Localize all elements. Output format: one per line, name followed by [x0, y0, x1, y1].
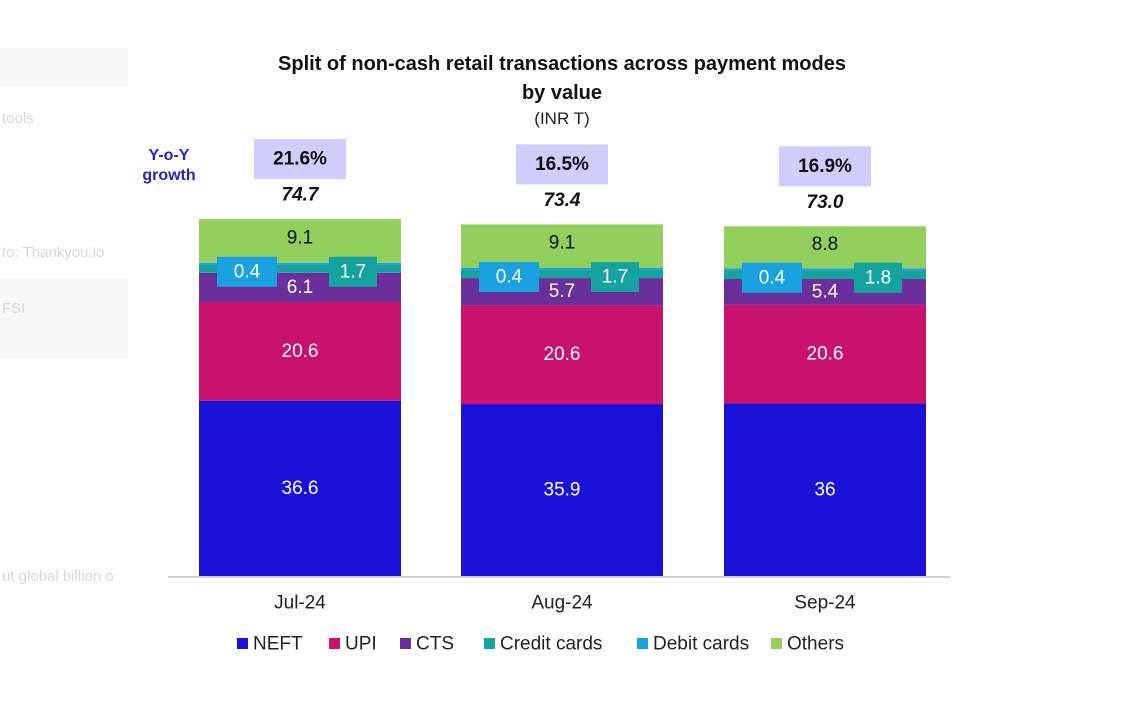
data-label: 20.6	[282, 341, 319, 362]
bar-segment-others	[199, 219, 401, 263]
legend: NEFT UPI CTS Credit cards Debit cards Others	[237, 634, 844, 655]
bar-segment-neft	[461, 404, 663, 576]
total-label: 74.7	[282, 185, 320, 206]
growth-value: 16.9%	[798, 156, 852, 177]
background-text: tools	[2, 110, 34, 127]
data-label: 36.6	[282, 478, 319, 499]
x-tick-label: Aug-24	[531, 593, 593, 614]
chart-subtitle: (INR T)	[534, 109, 589, 128]
data-label: 8.8	[812, 234, 838, 255]
x-tick-label: Jul-24	[274, 593, 326, 614]
growth-badge	[254, 139, 346, 180]
growth-badge	[516, 144, 608, 185]
bar-segment-upi	[199, 302, 401, 401]
x-tick-label: Sep-24	[794, 593, 856, 614]
data-label: 0.4	[234, 261, 261, 282]
callout-box-credit-cards	[329, 256, 377, 287]
legend-swatch	[637, 638, 648, 649]
legend-swatch	[484, 638, 495, 649]
data-label: 1.7	[340, 261, 366, 282]
data-label: 36	[814, 479, 835, 500]
bar-segment-others	[724, 226, 926, 269]
data-label: 6.1	[287, 277, 313, 298]
bar-segment-credit-cards	[724, 270, 926, 280]
total-label: 73.0	[807, 192, 844, 213]
bar-segment-credit-cards	[461, 269, 663, 279]
legend-label: Debit cards	[653, 634, 749, 655]
data-label: 20.6	[544, 344, 581, 365]
chart-title-line2: by value	[522, 82, 602, 104]
callout-box-debit-cards	[217, 256, 277, 287]
bar-segment-debit-cards	[199, 262, 401, 265]
callout-box-debit-cards	[742, 262, 802, 293]
callout-box-credit-cards	[591, 262, 639, 293]
bar-segment-neft	[724, 403, 926, 576]
data-label: 1.8	[865, 267, 891, 288]
growth-value: 21.6%	[273, 149, 327, 170]
bar-segment-neft	[199, 400, 401, 576]
background-text: ut global billion o	[2, 568, 114, 585]
data-label: 0.4	[759, 267, 786, 288]
legend-swatch	[771, 638, 782, 649]
data-label: 5.4	[812, 281, 839, 302]
legend-swatch	[237, 638, 248, 649]
legend-swatch	[400, 638, 411, 649]
data-label: 0.4	[496, 267, 523, 288]
data-label: 9.1	[549, 233, 575, 254]
background-panel	[0, 278, 128, 358]
label-layer: 36.6 20.6 6.1 9.1 0.4 1.7 74.7 21.6% Jul-24 35.9 2…	[217, 139, 902, 614]
bar-segment-credit-cards	[199, 264, 401, 273]
legend-label: Others	[787, 634, 844, 655]
growth-badge	[779, 146, 871, 187]
legend-label: Credit cards	[500, 634, 602, 655]
data-label: 20.6	[807, 344, 844, 365]
data-label: 5.7	[549, 281, 575, 302]
callout-box-credit-cards	[854, 262, 902, 293]
legend-label: UPI	[345, 634, 377, 655]
background-panel	[0, 48, 128, 86]
data-label: 35.9	[544, 480, 581, 501]
legend-label: CTS	[416, 634, 454, 655]
bar-layer	[199, 219, 926, 576]
total-label: 73.4	[544, 190, 581, 211]
bar-segment-upi	[461, 305, 663, 405]
legend-label: NEFT	[253, 634, 303, 655]
growth-value: 16.5%	[535, 154, 589, 175]
bar-segment-debit-cards	[724, 268, 926, 271]
growth-label: Y-o-Y	[149, 147, 190, 164]
bar-segment-upi	[724, 304, 926, 404]
background-text: FSI	[2, 300, 26, 317]
bar-segment-others	[461, 224, 663, 269]
data-label: 1.7	[602, 267, 628, 288]
legend-swatch	[329, 638, 340, 649]
growth-label: growth	[142, 167, 195, 184]
bar-segment-debit-cards	[461, 268, 663, 270]
data-label: 9.1	[287, 227, 313, 248]
chart-title: Split of non-cash retail transactions ac…	[278, 53, 846, 75]
background-text: to: Thankyou.io	[2, 244, 105, 261]
callout-box-debit-cards	[479, 262, 539, 293]
